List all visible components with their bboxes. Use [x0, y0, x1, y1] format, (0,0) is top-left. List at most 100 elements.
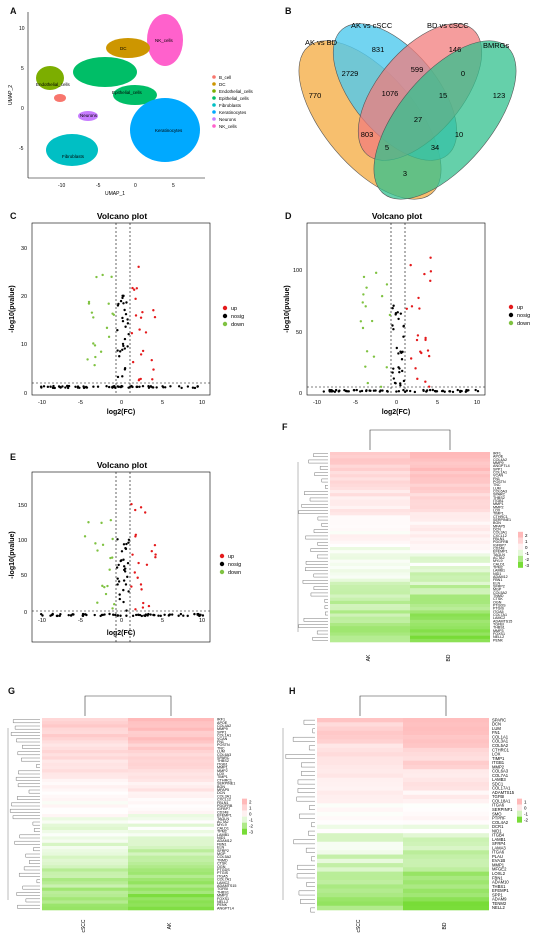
volcano-point — [123, 337, 127, 341]
heatmap-cell — [330, 502, 410, 507]
volcano-point — [385, 389, 389, 393]
heatmap-cell — [42, 727, 128, 732]
heatmap-cell — [410, 509, 490, 513]
heatmap-cell — [42, 721, 128, 725]
volcano-point — [119, 299, 123, 303]
heatmap-cell — [128, 778, 214, 783]
ytick: 100 — [293, 268, 302, 274]
heatmap-gene-label: COL7A1 — [492, 773, 509, 778]
heatmap-cell — [330, 635, 410, 640]
volcano-point — [360, 389, 364, 393]
heatmap-column-label: cSCC — [356, 919, 362, 932]
heatmap-cell — [128, 862, 214, 866]
heatmap-gene-label: CTSK — [493, 597, 503, 601]
panel-label-d: D — [285, 211, 292, 221]
heatmap-cell — [403, 764, 489, 770]
heatmap-cell — [128, 900, 214, 904]
heatmap-cell — [330, 540, 410, 545]
heatmap-gene-label: ITGA5 — [493, 610, 504, 614]
heatmap-cell — [330, 629, 410, 633]
volcano-point — [395, 346, 399, 350]
heatmap-g: IRF1APOECOL4A2MMP9SPP1COL1A1VCANFN1POSTN… — [7, 695, 253, 933]
volcano-point — [150, 549, 153, 553]
volcano-point — [130, 585, 133, 588]
umap-ytick: 10 — [19, 26, 25, 32]
volcano-point — [40, 386, 43, 389]
volcano-point — [139, 377, 142, 381]
volcano-point — [67, 613, 70, 617]
heatmap-gene-label: PENK — [493, 638, 504, 642]
volcano-point — [145, 563, 149, 566]
volcano-point — [92, 316, 95, 319]
svg-text:1076: 1076 — [382, 89, 399, 98]
heatmap-cell — [128, 727, 214, 732]
heatmap-cell — [128, 823, 214, 828]
volcano-title: Volcano plot — [372, 211, 423, 221]
svg-text:up: up — [228, 554, 234, 560]
volcano-point — [118, 597, 122, 601]
heatmap-cell — [403, 884, 489, 889]
heatmap-cell — [128, 766, 214, 770]
heatmap-cell — [317, 867, 403, 872]
heatmap-cell — [410, 480, 490, 484]
volcano-point — [424, 380, 427, 383]
heatmap-cell — [330, 480, 410, 484]
heatmap-gene-label: SPP1 — [217, 730, 226, 734]
heatmap-gene-label: ITGB1 — [217, 762, 228, 766]
volcano-point — [134, 508, 137, 512]
heatmap-cell — [410, 543, 490, 548]
heatmap-cell — [410, 499, 490, 503]
heatmap-gene-label: LAMB3 — [492, 777, 506, 782]
svg-text:831: 831 — [372, 45, 385, 54]
heatmap-cell — [317, 901, 403, 907]
volcano-point — [95, 275, 98, 279]
heatmap-cell — [330, 610, 410, 614]
umap-xtick: 0 — [134, 183, 137, 189]
volcano-point — [125, 609, 128, 612]
volcano-point — [186, 614, 189, 618]
heatmap-cell — [410, 626, 490, 630]
volcano-point — [429, 279, 432, 283]
heatmap-cell — [128, 794, 214, 799]
volcano-point — [127, 332, 130, 336]
volcano-point — [403, 390, 407, 394]
heatmap-gene-label: TPM2 — [493, 566, 503, 570]
heatmap-cell — [410, 474, 490, 478]
heatmap-cell — [330, 490, 410, 494]
volcano-point — [105, 326, 109, 330]
volcano-point — [116, 614, 120, 617]
heatmap-gene-label: BGN — [493, 521, 501, 525]
heatmap-cell — [128, 858, 214, 863]
heatmap-cell — [317, 828, 403, 834]
heatmap-cell — [128, 852, 214, 856]
heatmap-cell — [403, 756, 489, 761]
svg-text:770: 770 — [309, 91, 322, 100]
heatmap-cell — [403, 807, 489, 813]
volcano-point — [396, 311, 399, 314]
heatmap-cell — [403, 905, 489, 911]
heatmap-cell — [42, 801, 128, 805]
heatmap-cell — [330, 597, 410, 602]
heatmap-gene-label: ADAM10 — [492, 880, 509, 885]
volcano-point — [177, 385, 181, 388]
heatmap-cell — [410, 553, 490, 557]
heatmap-gene-label: IGFBP7 — [217, 807, 230, 811]
heatmap-cell — [42, 849, 128, 853]
volcano-point — [127, 386, 130, 389]
heatmap-cell — [410, 540, 490, 545]
heatmap-scale-label: 0 — [524, 806, 527, 811]
volcano-e: Volcano plot -10 -5 0 5 10 0 50 100 150 … — [9, 460, 241, 643]
heatmap-cell — [330, 458, 410, 462]
volcano-ylabel: -log10(pvalue) — [284, 285, 291, 332]
volcano-point — [141, 349, 145, 353]
heatmap-gene-label: LAMA3 — [492, 845, 506, 850]
heatmap-cell — [330, 619, 410, 624]
volcano-point — [121, 375, 124, 378]
volcano-point — [168, 613, 171, 617]
heatmap-cell — [410, 471, 490, 475]
heatmap-cell — [410, 486, 490, 491]
heatmap-cell — [403, 786, 489, 791]
volcano-point — [397, 366, 400, 369]
volcano-point — [101, 584, 104, 588]
volcano-legend: up nosig down — [219, 553, 241, 576]
